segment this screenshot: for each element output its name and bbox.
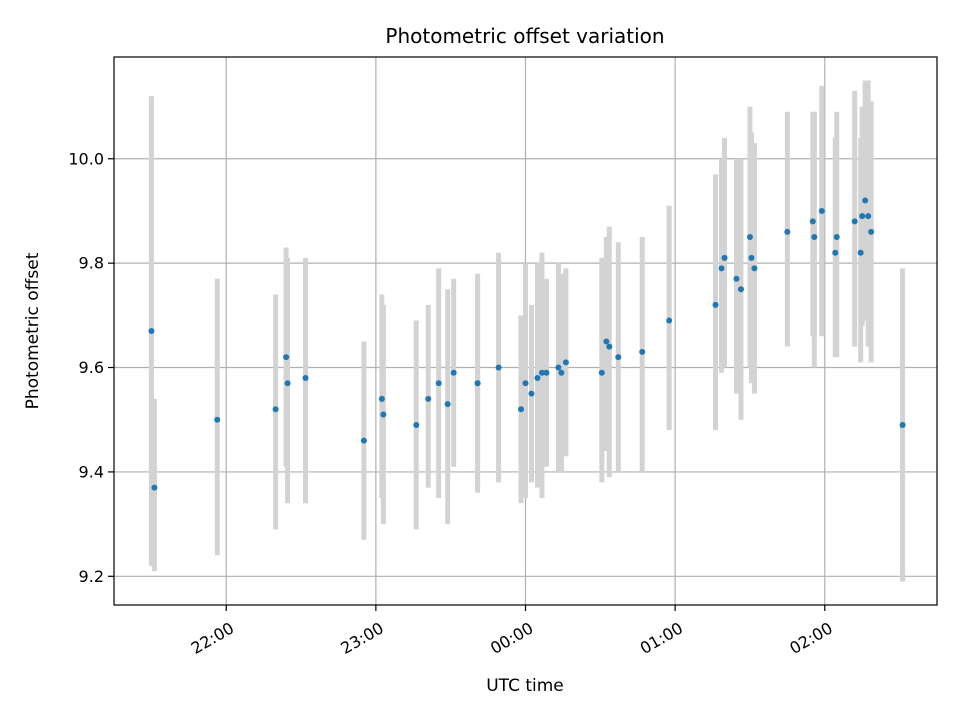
chart-title: Photometric offset variation	[385, 24, 664, 48]
data-point	[746, 234, 753, 241]
x-tick-label: 00:00	[487, 618, 536, 658]
data-point	[862, 197, 869, 204]
data-point	[450, 369, 457, 376]
data-point	[748, 254, 755, 261]
data-point	[413, 421, 420, 428]
error-bars	[148, 80, 906, 582]
data-point	[833, 234, 840, 241]
y-axis-label: Photometric offset	[23, 252, 43, 409]
data-point	[214, 416, 221, 423]
data-point	[558, 369, 565, 376]
data-point	[859, 213, 866, 220]
data-point	[615, 354, 622, 361]
data-point	[474, 380, 481, 387]
data-point	[899, 421, 906, 428]
data-point	[378, 395, 385, 402]
data-point	[868, 228, 875, 235]
data-point	[865, 213, 872, 220]
y-tick-label: 9.6	[79, 358, 104, 377]
data-point	[733, 275, 740, 282]
y-axis-ticks: 9.2 9.4 9.6 9.8 10.0	[68, 149, 114, 586]
data-point	[811, 234, 818, 241]
y-tick-label: 9.8	[79, 254, 104, 273]
data-point	[737, 286, 744, 293]
x-tick-label: 23:00	[337, 618, 386, 658]
data-point	[380, 411, 387, 418]
data-point	[528, 390, 535, 397]
data-point	[562, 359, 569, 366]
x-tick-label: 22:00	[188, 618, 237, 658]
data-point	[360, 437, 367, 444]
data-point	[538, 369, 545, 376]
data-point	[555, 364, 562, 371]
x-tick-label: 02:00	[786, 618, 835, 658]
data-point	[784, 228, 791, 235]
y-tick-label: 10.0	[68, 149, 104, 168]
data-point	[518, 406, 525, 413]
data-point	[851, 218, 858, 225]
data-point	[718, 265, 725, 272]
data-point	[534, 374, 541, 381]
data-point	[721, 254, 728, 261]
data-point	[435, 380, 442, 387]
y-tick-label: 9.2	[79, 567, 104, 586]
data-point	[284, 380, 291, 387]
data-point	[522, 380, 529, 387]
data-point	[148, 328, 155, 334]
data-point	[444, 401, 451, 408]
x-axis-ticks: 22:00 23:00 00:00 01:00 02:00	[188, 605, 836, 658]
y-tick-label: 9.4	[79, 462, 104, 481]
data-point	[598, 369, 605, 376]
x-axis-label: UTC time	[486, 676, 564, 696]
data-point	[302, 374, 309, 381]
data-point	[543, 369, 550, 376]
data-point	[818, 207, 825, 214]
data-point	[712, 301, 719, 308]
data-point	[857, 249, 864, 256]
data-point	[639, 348, 646, 355]
data-point	[272, 406, 279, 413]
data-point	[606, 343, 613, 350]
data-point	[603, 338, 610, 345]
data-point	[283, 354, 290, 361]
data-point	[666, 317, 673, 324]
data-points	[148, 197, 906, 491]
data-point	[495, 364, 502, 371]
data-point	[809, 218, 816, 225]
data-point	[832, 249, 839, 256]
x-tick-label: 01:00	[637, 618, 686, 658]
data-point	[751, 265, 758, 272]
data-point	[151, 484, 158, 491]
data-point	[425, 395, 432, 402]
